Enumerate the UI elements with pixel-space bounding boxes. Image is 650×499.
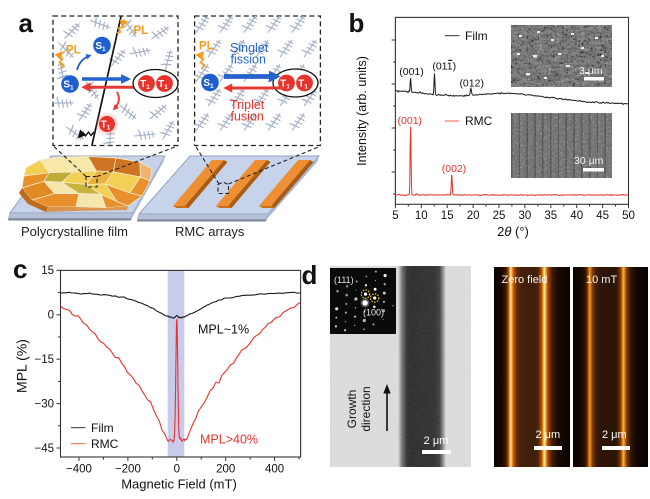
svg-text:45: 45: [596, 210, 609, 222]
svg-text:50: 50: [622, 210, 635, 222]
svg-text:15: 15: [441, 210, 454, 222]
svg-text:(002): (002): [442, 163, 467, 175]
svg-text:(100): (100): [363, 308, 384, 318]
svg-text:PL: PL: [199, 41, 214, 53]
svg-text:RMC arrays: RMC arrays: [175, 224, 245, 239]
svg-text:T1: T1: [298, 79, 308, 91]
svg-text:3 μm: 3 μm: [579, 65, 603, 77]
svg-text:direction: direction: [359, 386, 373, 431]
svg-text:10: 10: [415, 210, 428, 222]
svg-text:Polycrystalline film: Polycrystalline film: [21, 224, 128, 239]
svg-text:400: 400: [265, 464, 284, 476]
svg-text:25: 25: [493, 210, 506, 222]
svg-text:MPL (%): MPL (%): [14, 339, 30, 393]
svg-text:T1: T1: [101, 120, 111, 132]
svg-text:MPL>40%: MPL>40%: [200, 433, 258, 447]
svg-text:35: 35: [544, 210, 557, 222]
svg-text:0: 0: [48, 310, 54, 322]
svg-text:PL: PL: [66, 45, 81, 57]
svg-text:40: 40: [570, 210, 583, 222]
svg-text:2θ (°): 2θ (°): [497, 224, 529, 239]
svg-text:−15: −15: [34, 354, 54, 366]
svg-text:20: 20: [467, 210, 480, 222]
svg-text:15: 15: [41, 265, 54, 277]
svg-text:S1: S1: [203, 78, 214, 90]
svg-text:−45: −45: [34, 443, 54, 455]
svg-text:S1: S1: [95, 41, 106, 53]
svg-text:(111): (111): [334, 275, 354, 285]
svg-text:200: 200: [216, 464, 235, 476]
svg-text:RMC: RMC: [465, 114, 493, 128]
svg-text:Intensity (arb. units): Intensity (arb. units): [355, 56, 369, 166]
svg-text:30: 30: [519, 210, 532, 222]
svg-text:S1: S1: [63, 80, 74, 92]
svg-text:−200: −200: [115, 464, 141, 476]
svg-text:0: 0: [174, 464, 180, 476]
svg-text:Singlet: Singlet: [230, 41, 269, 55]
svg-text:−400: −400: [66, 464, 92, 476]
svg-text:fission: fission: [231, 53, 266, 67]
svg-text:PL: PL: [134, 25, 149, 37]
svg-text:RMC: RMC: [91, 437, 119, 451]
svg-text:5: 5: [392, 210, 398, 222]
svg-text:Triplet: Triplet: [230, 98, 265, 112]
svg-text:T1: T1: [280, 79, 290, 91]
svg-text:fusion: fusion: [231, 110, 264, 124]
svg-text:T1: T1: [158, 79, 168, 91]
svg-text:Growth: Growth: [345, 390, 359, 429]
svg-text:Film: Film: [465, 29, 488, 43]
svg-text:−30: −30: [34, 398, 54, 410]
svg-text:2 μm: 2 μm: [424, 435, 449, 447]
svg-text:(011): (011): [432, 61, 456, 73]
svg-text:Magnetic Field (mT): Magnetic Field (mT): [121, 476, 237, 491]
svg-text:(012): (012): [459, 78, 484, 90]
svg-text:T1: T1: [140, 79, 150, 91]
svg-text:(001): (001): [399, 66, 424, 78]
svg-text:30 μm: 30 μm: [574, 155, 604, 167]
svg-text:(001): (001): [398, 115, 423, 127]
svg-text:Film: Film: [91, 421, 114, 435]
svg-text:MPL~1%: MPL~1%: [198, 323, 249, 337]
